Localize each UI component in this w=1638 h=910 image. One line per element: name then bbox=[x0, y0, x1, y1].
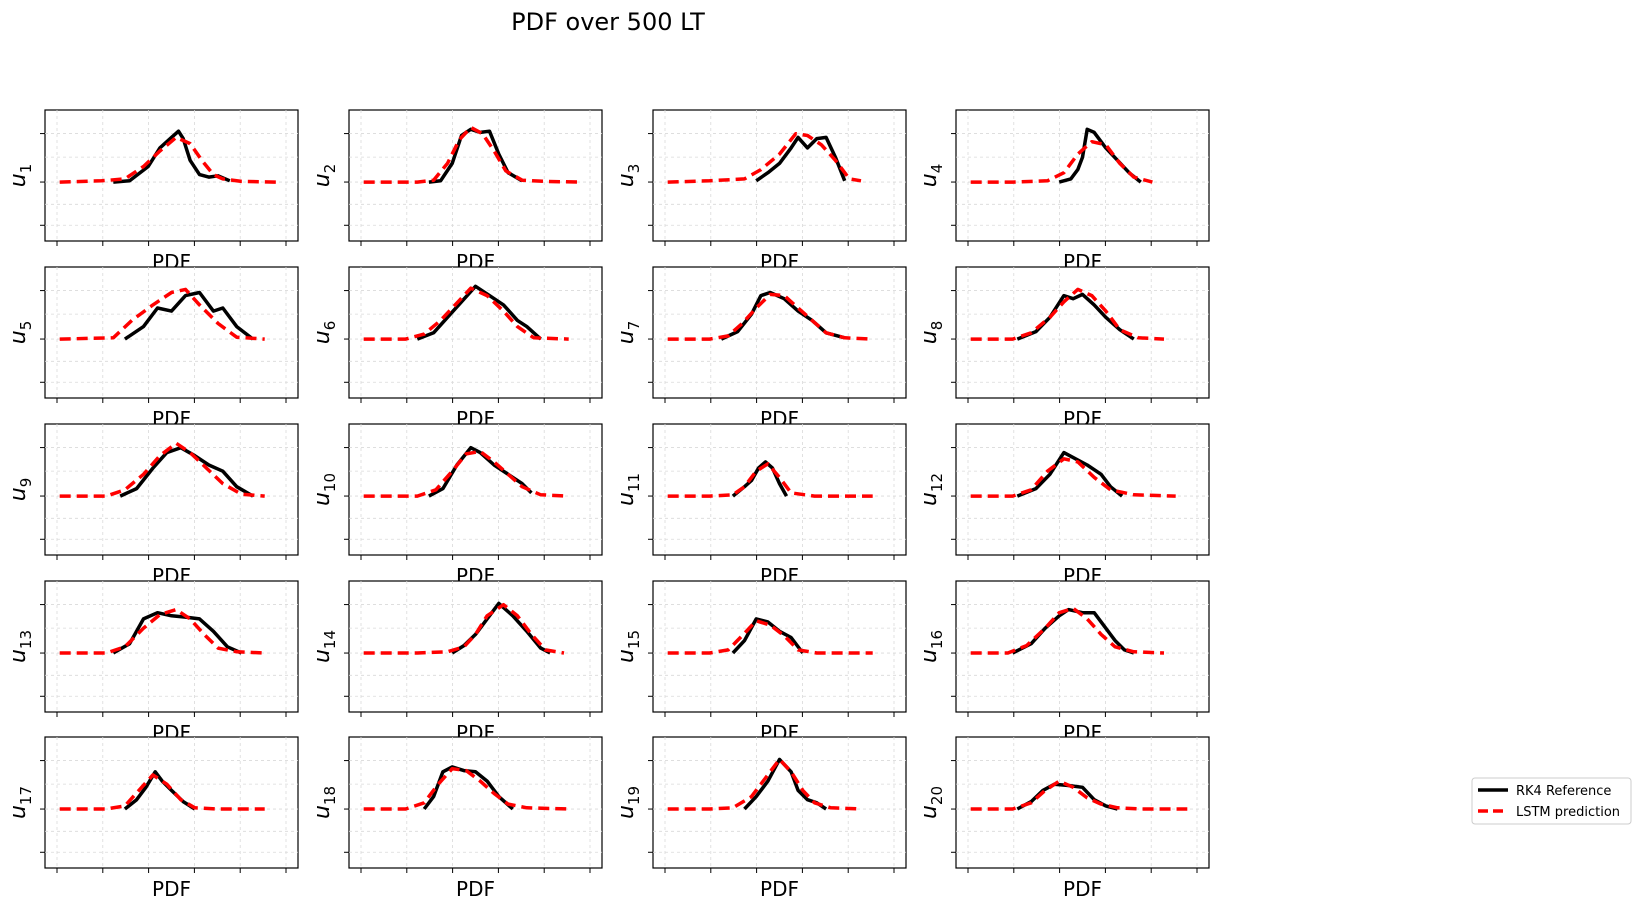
panel-18: PDF u18 bbox=[310, 736, 603, 901]
axes-frame bbox=[955, 736, 1210, 869]
series-lstm-prediction bbox=[970, 779, 1188, 811]
axes-frame bbox=[348, 423, 603, 556]
axes-frame bbox=[44, 266, 299, 399]
panel-20: PDF u20 bbox=[917, 736, 1210, 901]
y-axis-label: u19 bbox=[614, 786, 643, 819]
y-axis-label: u9 bbox=[6, 478, 35, 502]
axes-frame bbox=[44, 580, 299, 713]
axes-frame bbox=[44, 736, 299, 869]
series-lstm-prediction bbox=[59, 773, 265, 811]
series-rk4-reference bbox=[422, 765, 514, 811]
y-axis-label: u15 bbox=[614, 630, 643, 663]
axes-frame bbox=[44, 109, 299, 242]
series-rk4-reference bbox=[755, 135, 847, 183]
axes-frame bbox=[955, 109, 1210, 242]
y-axis-label: u20 bbox=[917, 786, 946, 819]
axes-frame bbox=[955, 423, 1210, 556]
axes-frame bbox=[652, 266, 907, 399]
x-axis-label: PDF bbox=[760, 877, 799, 901]
y-axis-label: u7 bbox=[614, 321, 643, 345]
series-lstm-prediction bbox=[667, 292, 873, 341]
legend: RK4 Reference LSTM prediction bbox=[1471, 777, 1632, 825]
axes-frame bbox=[955, 266, 1210, 399]
axes-frame bbox=[348, 580, 603, 713]
series-lstm-prediction bbox=[667, 619, 873, 655]
y-axis-label: u5 bbox=[6, 321, 35, 345]
series-lstm-prediction bbox=[363, 125, 581, 184]
series-rk4-reference bbox=[731, 617, 805, 655]
y-axis-label: u17 bbox=[6, 786, 35, 819]
series-lstm-prediction bbox=[363, 766, 569, 811]
axes-frame bbox=[44, 423, 299, 556]
y-axis-label: u1 bbox=[6, 164, 35, 188]
panel-17: PDF u17 bbox=[6, 736, 299, 901]
axes-frame bbox=[652, 580, 907, 713]
series-lstm-prediction bbox=[59, 441, 265, 498]
series-lstm-prediction bbox=[59, 135, 277, 184]
legend-frame bbox=[1471, 777, 1632, 825]
series-lstm-prediction bbox=[363, 286, 569, 341]
y-axis-label: u10 bbox=[310, 473, 339, 506]
y-axis-label: u6 bbox=[310, 321, 339, 345]
series-rk4-reference bbox=[112, 610, 243, 655]
x-axis-label: PDF bbox=[456, 877, 495, 901]
series-lstm-prediction bbox=[667, 131, 862, 184]
y-axis-label: u3 bbox=[614, 164, 643, 188]
figure-title: PDF over 500 LT bbox=[511, 8, 705, 36]
series-lstm-prediction bbox=[970, 457, 1176, 498]
y-axis-label: u12 bbox=[917, 473, 946, 506]
axes-frame bbox=[652, 736, 907, 869]
series-lstm-prediction bbox=[667, 757, 862, 811]
y-axis-label: u11 bbox=[614, 473, 643, 506]
y-axis-label: u18 bbox=[310, 786, 339, 819]
legend-label-lstm: LSTM prediction bbox=[1516, 805, 1620, 820]
x-axis-label: PDF bbox=[152, 877, 191, 901]
series-rk4-reference bbox=[731, 460, 789, 498]
series-rk4-reference bbox=[123, 290, 255, 341]
y-axis-label: u8 bbox=[917, 321, 946, 345]
x-axis-label: PDF bbox=[1063, 877, 1102, 901]
panel-19: PDF u19 bbox=[614, 736, 907, 901]
axes-frame bbox=[652, 423, 907, 556]
series-rk4-reference bbox=[428, 445, 533, 498]
series-lstm-prediction bbox=[970, 139, 1153, 184]
panels-layer: PDFu1PDFu2PDFu3PDFu4PDFu5PDFu6PDFu7PDFu8… bbox=[6, 109, 1210, 901]
series-lstm-prediction bbox=[667, 462, 873, 498]
series-lstm-prediction bbox=[59, 607, 265, 655]
legend-label-rk4: RK4 Reference bbox=[1516, 784, 1611, 799]
y-axis-label: u4 bbox=[917, 164, 946, 188]
y-axis-label: u2 bbox=[310, 164, 339, 188]
y-axis-label: u16 bbox=[917, 630, 946, 663]
axes-frame bbox=[348, 736, 603, 869]
series-lstm-prediction bbox=[970, 287, 1165, 341]
y-axis-label: u14 bbox=[310, 630, 339, 663]
series-rk4-reference bbox=[416, 284, 542, 341]
axes-frame bbox=[652, 109, 907, 242]
series-rk4-reference bbox=[1016, 450, 1124, 498]
series-rk4-reference bbox=[119, 445, 254, 498]
axes-frame bbox=[955, 580, 1210, 713]
series-lstm-prediction bbox=[363, 602, 565, 655]
series-lstm-prediction bbox=[363, 449, 569, 498]
y-axis-label: u13 bbox=[6, 630, 35, 663]
series-rk4-reference bbox=[113, 129, 231, 184]
